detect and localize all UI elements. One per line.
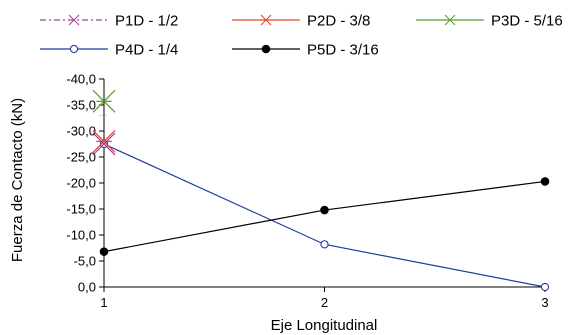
y-tick-label: -20,0 [66, 176, 96, 191]
data-point-open-circle [320, 240, 329, 249]
y-tick-label: -15,0 [66, 202, 96, 217]
legend-entry: P5D - 3/16 [232, 42, 379, 59]
x-axis-label: Eje Longitudinal [271, 317, 378, 334]
y-axis-label: Fuerza de Contacto (kN) [9, 98, 26, 262]
legend-label: P2D - 3/8 [307, 13, 370, 30]
series-p1d [92, 132, 116, 156]
data-point-x [92, 89, 116, 116]
legend-label: P1D - 1/2 [115, 13, 178, 30]
legend-label: P3D - 5/16 [491, 13, 563, 30]
data-point-x [260, 14, 272, 26]
series-p2d [92, 129, 116, 153]
data-point-x [68, 14, 80, 26]
series-line [103, 143, 546, 288]
x-tick-label: 1 [100, 295, 107, 310]
data-point-open-circle [69, 44, 79, 54]
y-tick-label: -40,0 [66, 72, 96, 87]
y-tick-label: -10,0 [66, 228, 96, 243]
data-point-filled-circle [261, 44, 271, 54]
series-layer [92, 89, 550, 292]
x-axis-ticks: 1 2 3 [100, 287, 549, 310]
legend-label: P4D - 1/4 [115, 42, 178, 59]
data-point-x [92, 132, 116, 156]
plot-area [103, 79, 545, 288]
legend-entry: P1D - 1/2 [40, 13, 178, 30]
data-point-filled-circle [99, 247, 109, 256]
legend-label: P5D - 3/16 [307, 42, 379, 59]
y-tick-label: -5,0 [74, 254, 96, 269]
data-point-filled-circle [540, 177, 550, 186]
legend-entry: P2D - 3/8 [232, 13, 370, 30]
y-tick-label: -35,0 [66, 98, 96, 113]
legend: P1D - 1/2 P2D - 3/8 P3D - 5/16 P4D - 1/4 P5D… [40, 13, 563, 59]
data-point-open-circle [540, 282, 550, 292]
series-p5d [99, 177, 550, 256]
y-axis-ticks: -40,0 -35,0 -30,0 -25,0 -20,0 -15,0 -10,0 -5,0 0… [66, 72, 104, 295]
data-point-x [444, 14, 456, 26]
legend-entry: P3D - 5/16 [416, 13, 563, 30]
legend-entry: P4D - 1/4 [40, 42, 178, 59]
y-tick-label: -30,0 [66, 124, 96, 139]
series-p3d [92, 89, 116, 116]
x-tick-label: 2 [321, 295, 328, 310]
x-tick-label: 3 [541, 295, 548, 310]
data-point-filled-circle [320, 205, 329, 215]
y-tick-label: -25,0 [66, 150, 96, 165]
series-p4d [99, 139, 550, 292]
y-tick-label: 0,0 [78, 280, 96, 295]
data-point-x [92, 129, 116, 153]
